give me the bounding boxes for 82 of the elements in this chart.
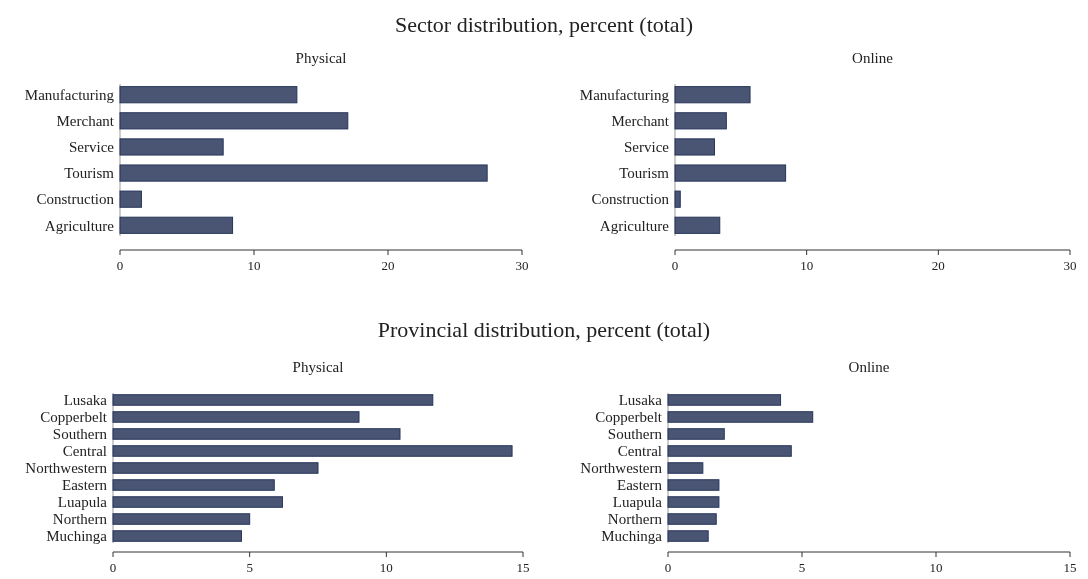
x-tick-label: 15 — [1063, 560, 1077, 575]
y-tick-label: Luapula — [57, 494, 108, 511]
bar — [667, 496, 720, 508]
bar — [674, 112, 727, 130]
chart-subtitle: Physical — [295, 50, 347, 66]
y-tick-label: Northwestern — [580, 460, 663, 477]
chart-subtitle: Online — [852, 50, 894, 66]
y-tick-label: Muchinga — [46, 528, 108, 545]
y-tick-label: Southern — [52, 426, 108, 443]
x-tick-label: 0 — [109, 560, 117, 575]
chart-subtitle: Physical — [292, 359, 344, 375]
y-tick-label: Construction — [36, 191, 115, 208]
bar — [112, 411, 360, 423]
bar — [112, 530, 242, 542]
y-tick-label: Central — [617, 443, 662, 460]
chart-subtitle: Online — [848, 359, 890, 375]
y-tick-label: Merchant — [611, 113, 670, 130]
y-tick-label: Northwestern — [25, 460, 108, 477]
x-tick-label: 10 — [800, 258, 814, 273]
x-tick-label: 5 — [798, 560, 806, 575]
y-tick-label: Tourism — [619, 165, 670, 182]
bar — [674, 216, 721, 234]
bar — [667, 394, 782, 406]
y-tick-label: Northern — [607, 511, 663, 528]
y-tick-label: Service — [624, 139, 670, 156]
bar — [112, 479, 275, 491]
bar — [667, 530, 709, 542]
x-tick-label: 5 — [246, 560, 253, 575]
bar — [674, 86, 751, 104]
y-tick-label: Service — [69, 139, 115, 156]
x-tick-label: 30 — [515, 258, 529, 273]
bar — [667, 479, 720, 491]
y-tick-label: Lusaka — [63, 392, 108, 409]
bar — [119, 216, 234, 234]
y-tick-label: Agriculture — [599, 217, 670, 234]
y-tick-label: Manufacturing — [24, 86, 115, 103]
bar — [667, 428, 725, 440]
x-tick-label: 10 — [247, 258, 261, 273]
y-tick-label: Muchinga — [601, 528, 663, 545]
y-tick-label: Luapula — [612, 494, 663, 511]
y-tick-label: Tourism — [64, 165, 115, 182]
y-tick-label: Copperbelt — [595, 409, 663, 426]
bar — [667, 411, 814, 423]
y-tick-label: Eastern — [62, 477, 108, 494]
x-tick-label: 30 — [1063, 258, 1077, 273]
y-tick-label: Merchant — [56, 113, 115, 130]
bar — [674, 190, 681, 208]
bar — [119, 86, 298, 104]
y-tick-label: Agriculture — [44, 217, 115, 234]
bar — [674, 138, 715, 156]
bar — [667, 462, 704, 474]
y-tick-label: Northern — [52, 511, 108, 528]
bar — [119, 112, 349, 130]
x-tick-label: 0 — [671, 258, 679, 273]
y-tick-label: Southern — [607, 426, 663, 443]
bar — [112, 462, 319, 474]
x-tick-label: 20 — [931, 258, 945, 273]
y-tick-label: Lusaka — [618, 392, 663, 409]
x-tick-label: 0 — [664, 560, 672, 575]
y-tick-label: Copperbelt — [40, 409, 108, 426]
bar — [112, 513, 251, 525]
bar — [119, 138, 224, 156]
x-tick-label: 10 — [379, 560, 393, 575]
bar — [667, 445, 792, 457]
bar — [667, 513, 717, 525]
y-tick-label: Construction — [591, 191, 670, 208]
x-tick-label: 10 — [929, 560, 943, 575]
x-tick-label: 0 — [116, 258, 124, 273]
chart-title: Sector distribution, percent (total) — [394, 12, 694, 37]
y-tick-label: Central — [62, 443, 107, 460]
y-tick-label: Manufacturing — [579, 86, 670, 103]
bar — [674, 164, 787, 182]
bar — [119, 190, 142, 208]
y-tick-label: Eastern — [617, 477, 663, 494]
x-tick-label: 20 — [381, 258, 395, 273]
bar — [112, 445, 513, 457]
chart-title: Provincial distribution, percent (total) — [377, 317, 711, 342]
bar — [112, 394, 434, 406]
bar — [119, 164, 488, 182]
x-tick-label: 15 — [516, 560, 530, 575]
bar — [112, 496, 283, 508]
bar — [112, 428, 401, 440]
